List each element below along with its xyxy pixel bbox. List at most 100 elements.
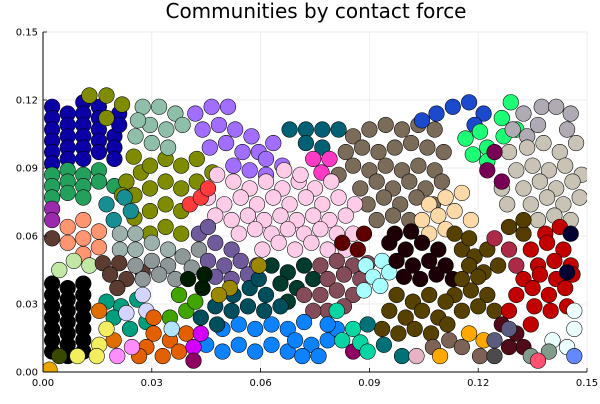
data-point	[59, 218, 76, 235]
y-tick-label: 0.03	[16, 300, 38, 311]
data-point	[294, 348, 311, 365]
data-point	[526, 298, 543, 315]
data-point	[303, 234, 320, 251]
data-point	[393, 348, 411, 365]
data-point	[145, 325, 162, 342]
data-point	[88, 348, 105, 365]
data-point	[490, 257, 507, 274]
data-point	[457, 130, 474, 147]
data-point	[94, 255, 111, 272]
data-point	[462, 282, 479, 299]
data-point	[234, 144, 251, 161]
data-point	[493, 173, 510, 190]
data-point	[500, 144, 518, 161]
data-point	[328, 302, 345, 319]
data-point	[562, 225, 579, 242]
x-tick-label: 0.15	[576, 378, 598, 389]
data-point	[185, 352, 202, 369]
data-point	[377, 116, 394, 133]
data-point	[470, 298, 487, 315]
data-point	[522, 316, 539, 333]
data-point	[297, 121, 314, 138]
data-point	[330, 121, 347, 138]
data-point	[122, 203, 139, 220]
data-point	[406, 320, 423, 337]
data-point	[319, 316, 336, 333]
data-point	[127, 257, 144, 274]
data-point	[297, 189, 314, 206]
data-point	[404, 257, 421, 274]
data-point	[522, 241, 539, 258]
data-point	[471, 348, 489, 365]
data-point	[540, 162, 557, 179]
data-point	[230, 336, 247, 353]
data-point	[281, 121, 298, 138]
data-point	[227, 121, 244, 138]
data-point	[143, 234, 160, 251]
data-point	[508, 286, 525, 303]
data-point	[160, 241, 177, 258]
data-point	[453, 271, 470, 288]
data-points	[43, 87, 587, 372]
data-point	[151, 98, 168, 115]
data-point	[531, 266, 548, 283]
data-point	[555, 196, 572, 213]
data-point	[201, 139, 218, 156]
data-point	[384, 207, 402, 224]
data-point	[90, 239, 107, 256]
data-point	[223, 302, 240, 319]
data-point	[157, 218, 174, 235]
data-point	[428, 105, 445, 122]
data-point	[319, 241, 336, 258]
data-point	[279, 264, 296, 281]
data-point	[143, 252, 160, 269]
data-point	[500, 302, 518, 319]
data-point	[210, 116, 227, 133]
data-point	[524, 280, 541, 297]
data-point	[453, 184, 470, 201]
data-point	[486, 332, 503, 349]
data-point	[413, 212, 431, 229]
data-point	[500, 339, 518, 356]
data-point	[508, 257, 525, 274]
data-point	[566, 302, 583, 319]
data-point	[470, 268, 487, 285]
data-point	[566, 320, 583, 337]
data-point	[471, 123, 489, 140]
data-point	[263, 316, 280, 333]
data-point	[188, 150, 205, 167]
data-point	[134, 271, 151, 288]
data-point	[568, 135, 585, 152]
data-point	[207, 207, 224, 224]
data-point	[90, 144, 107, 161]
data-point	[413, 234, 431, 251]
data-point	[75, 189, 92, 206]
data-point	[98, 110, 115, 127]
data-point	[145, 309, 162, 326]
data-point	[111, 241, 128, 258]
data-point	[446, 225, 463, 242]
data-point	[192, 309, 209, 326]
data-point	[265, 135, 282, 152]
data-point	[114, 96, 131, 113]
data-point	[121, 320, 139, 337]
data-point	[388, 286, 405, 303]
data-point	[102, 266, 119, 283]
data-point	[381, 302, 398, 319]
data-point	[372, 277, 389, 294]
data-point	[522, 196, 539, 213]
data-point	[355, 282, 373, 299]
data-point	[408, 189, 425, 206]
data-point	[199, 218, 217, 235]
data-point	[194, 121, 211, 138]
data-point	[263, 336, 280, 353]
data-point	[370, 144, 387, 161]
data-point	[437, 293, 454, 310]
data-point	[500, 241, 518, 258]
data-point	[453, 302, 470, 319]
data-point	[535, 135, 552, 152]
data-point	[408, 348, 425, 365]
data-point	[410, 157, 427, 174]
data-point	[453, 339, 470, 356]
data-point	[243, 128, 260, 145]
